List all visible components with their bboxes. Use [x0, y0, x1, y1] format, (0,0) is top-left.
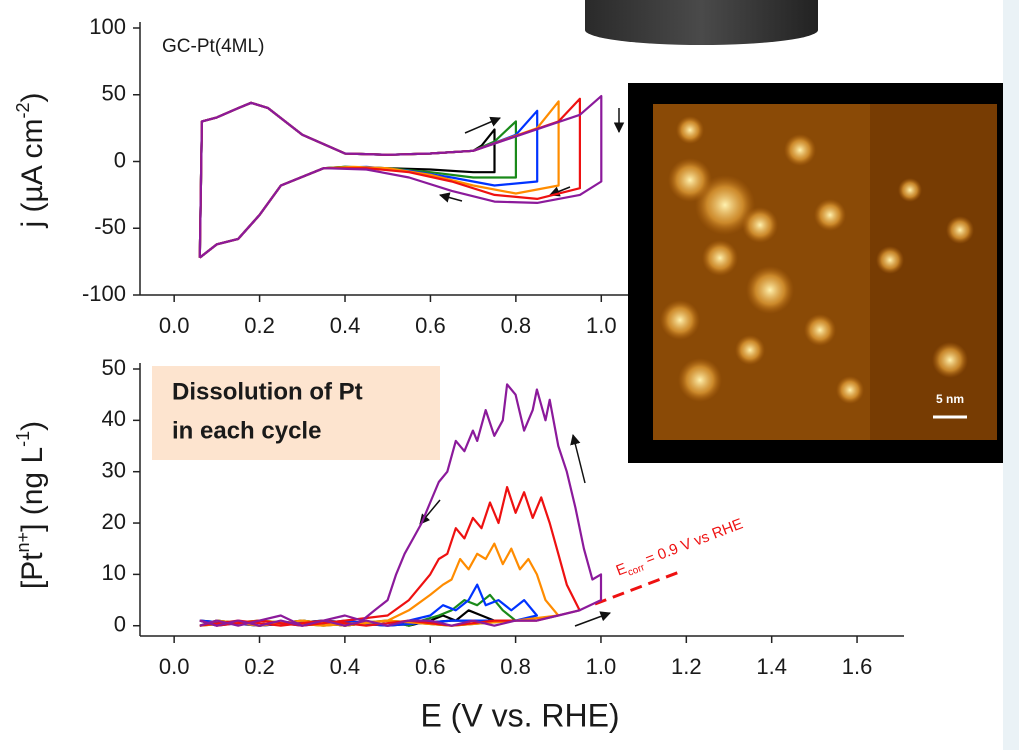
data-line: [199, 383, 603, 627]
data-line: [199, 542, 560, 627]
y-tick-label: -50: [94, 214, 126, 239]
x-tick-label: 0.8: [501, 313, 532, 338]
x-tick-label: 0.8: [500, 654, 531, 679]
y-tick-label: 0: [114, 612, 126, 637]
y-tick-label: -100: [82, 281, 126, 306]
y-tick-label: 50: [102, 81, 126, 106]
x-tick-label: 0.4: [330, 654, 361, 679]
label-part: ): [16, 93, 49, 103]
data-line: [198, 97, 581, 259]
data-line: [199, 583, 538, 627]
plots: 100 50 0 -50 -100 0.0 0.2 0.4 0.6 0.8 1.0 0 10 20 30 40…: [82, 14, 904, 679]
x-tick-label: 0.6: [415, 654, 446, 679]
side-strip: [1003, 0, 1019, 750]
x-tick-label: 1.2: [671, 654, 702, 679]
y-axis-label: [Ptn+] (ng L-1): [13, 421, 49, 589]
data-line: [199, 486, 581, 627]
x-tick-label: 1.6: [842, 654, 873, 679]
label-part: ): [16, 421, 49, 431]
annotation: in each cycle: [172, 417, 321, 444]
x-tick-label: 0.2: [244, 654, 275, 679]
arrows: [419, 108, 625, 627]
data-line: [198, 101, 539, 259]
afm-image: 5 nm: [628, 83, 1003, 463]
annotation-box: [152, 366, 440, 460]
y-tick-label: 20: [102, 509, 126, 534]
x-tick-label: 1.4: [756, 654, 787, 679]
x-tick-label: 0.0: [159, 313, 190, 338]
annotation: Dissolution of Pt: [172, 378, 363, 405]
x-tick-label: 1.0: [586, 654, 617, 679]
scale-bar-label: 5 nm: [936, 392, 964, 406]
y-tick-label: 100: [89, 14, 126, 39]
label-part: [Pt: [16, 552, 49, 589]
ecorr-label: Ecorr = 0.9 V vs RHE: [614, 515, 747, 582]
ecorr-line: [594, 569, 683, 606]
y-tick-label: 30: [102, 458, 126, 483]
y-tick-label: 50: [102, 355, 126, 380]
y-tick-label: 0: [114, 147, 126, 172]
x-axis-label: E (V vs. RHE): [420, 697, 619, 733]
label-part: j (µA cm: [16, 119, 49, 229]
label-sup: n+: [13, 532, 33, 553]
x-tick-label: 0.2: [244, 313, 275, 338]
label-sup: -2: [13, 103, 33, 119]
y-tick-label: 10: [102, 560, 126, 585]
x-tick-label: 0.0: [159, 654, 190, 679]
label-sup: -1: [13, 431, 33, 447]
y-tick-label: 40: [102, 406, 126, 431]
sample-label: GC-Pt(4ML): [162, 36, 264, 57]
data-line: [198, 95, 603, 259]
label-part: = 0.9 V vs RHE: [639, 515, 745, 569]
x-tick-label: 0.6: [415, 313, 446, 338]
electrode: [585, 0, 818, 45]
data-line: [198, 100, 560, 259]
x-tick-label: 1.0: [586, 313, 617, 338]
x-tick-label: 0.4: [330, 313, 361, 338]
y-axis-label: j (µA cm-2): [13, 93, 49, 229]
label-part: ] (ng L: [16, 447, 49, 532]
